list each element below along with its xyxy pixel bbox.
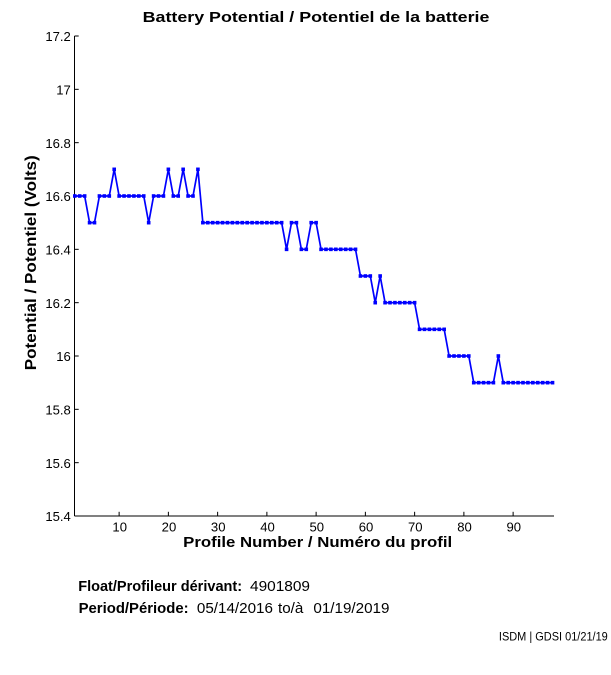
svg-text:70: 70 <box>408 519 423 534</box>
svg-text:4901809: 4901809 <box>250 578 310 595</box>
svg-text:15.6: 15.6 <box>45 456 70 471</box>
svg-text:Float/Profileur dérivant:: Float/Profileur dérivant: <box>78 578 242 595</box>
svg-text:90: 90 <box>506 519 521 534</box>
svg-text:20: 20 <box>162 519 177 534</box>
svg-text:10: 10 <box>112 519 127 534</box>
svg-text:80: 80 <box>457 519 472 534</box>
svg-text:Profile Number / Numéro du pro: Profile Number / Numéro du profil <box>183 534 452 551</box>
svg-text:16.6: 16.6 <box>45 189 70 204</box>
svg-text:40: 40 <box>260 519 275 534</box>
svg-text:30: 30 <box>211 519 226 534</box>
svg-text:15.4: 15.4 <box>45 509 70 524</box>
svg-text:16.4: 16.4 <box>45 243 70 258</box>
svg-text:16.8: 16.8 <box>45 136 70 151</box>
svg-text:Potential / Potentiel (Volts): Potential / Potentiel (Volts) <box>23 155 40 370</box>
svg-text:ISDM | GDSI 01/21/19: ISDM | GDSI 01/21/19 <box>499 629 608 643</box>
svg-text:05/14/2016: 05/14/2016 <box>197 600 273 617</box>
svg-text:17.2: 17.2 <box>45 29 70 44</box>
svg-text:60: 60 <box>359 519 374 534</box>
svg-text:50: 50 <box>309 519 324 534</box>
svg-text:15.8: 15.8 <box>45 403 70 418</box>
svg-text:Period/Période:: Period/Période: <box>79 600 189 617</box>
svg-text:01/19/2019: 01/19/2019 <box>313 600 389 617</box>
svg-text:16: 16 <box>56 349 71 364</box>
svg-text:Battery Potential / Potentiel: Battery Potential / Potentiel de la batt… <box>143 9 490 26</box>
svg-text:16.2: 16.2 <box>45 296 70 311</box>
svg-text:to/à: to/à <box>278 600 304 617</box>
svg-text:17: 17 <box>56 83 71 98</box>
